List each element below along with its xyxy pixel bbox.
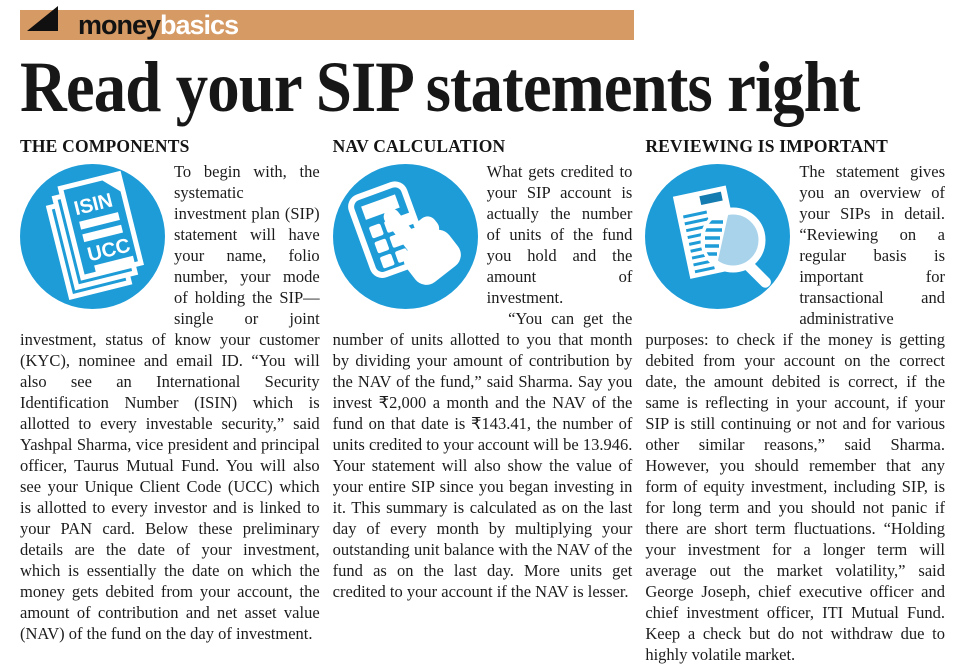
- column-the-components: THE COMPONENTS ISIN UCC: [20, 136, 320, 665]
- article-columns: THE COMPONENTS ISIN UCC: [20, 136, 945, 665]
- document-magnifier-icon: [645, 164, 791, 310]
- column-2-paragraph-2: “You can get the number of units allotte…: [332, 309, 633, 602]
- section-title: moneybasics: [78, 10, 239, 40]
- section-title-basics: basics: [160, 10, 239, 40]
- calculator-hand-icon: [332, 164, 478, 310]
- isin-ucc-documents-icon: ISIN UCC: [20, 164, 165, 310]
- pointing-hand-shape: [383, 208, 461, 285]
- column-reviewing-is-important: REVIEWING IS IMPORTANT: [645, 136, 945, 665]
- section-title-money: money: [78, 10, 161, 40]
- column-heading: REVIEWING IS IMPORTANT: [645, 136, 889, 156]
- column-1-paragraph: To begin with, the systematic investment…: [20, 162, 320, 644]
- article-headline: Read your SIP statements right: [20, 47, 860, 127]
- section-banner: moneybasics: [20, 6, 634, 40]
- column-heading: NAV CALCULATION: [332, 136, 506, 156]
- column-heading: THE COMPONENTS: [20, 136, 190, 156]
- column-nav-calculation: NAV CALCULATION: [332, 136, 633, 665]
- column-2-paragraph-1: What gets credited to your SIP account i…: [486, 162, 633, 308]
- column-3-paragraph: The statement gives you an overview of y…: [645, 162, 946, 665]
- corner-triangle-icon: [27, 6, 58, 31]
